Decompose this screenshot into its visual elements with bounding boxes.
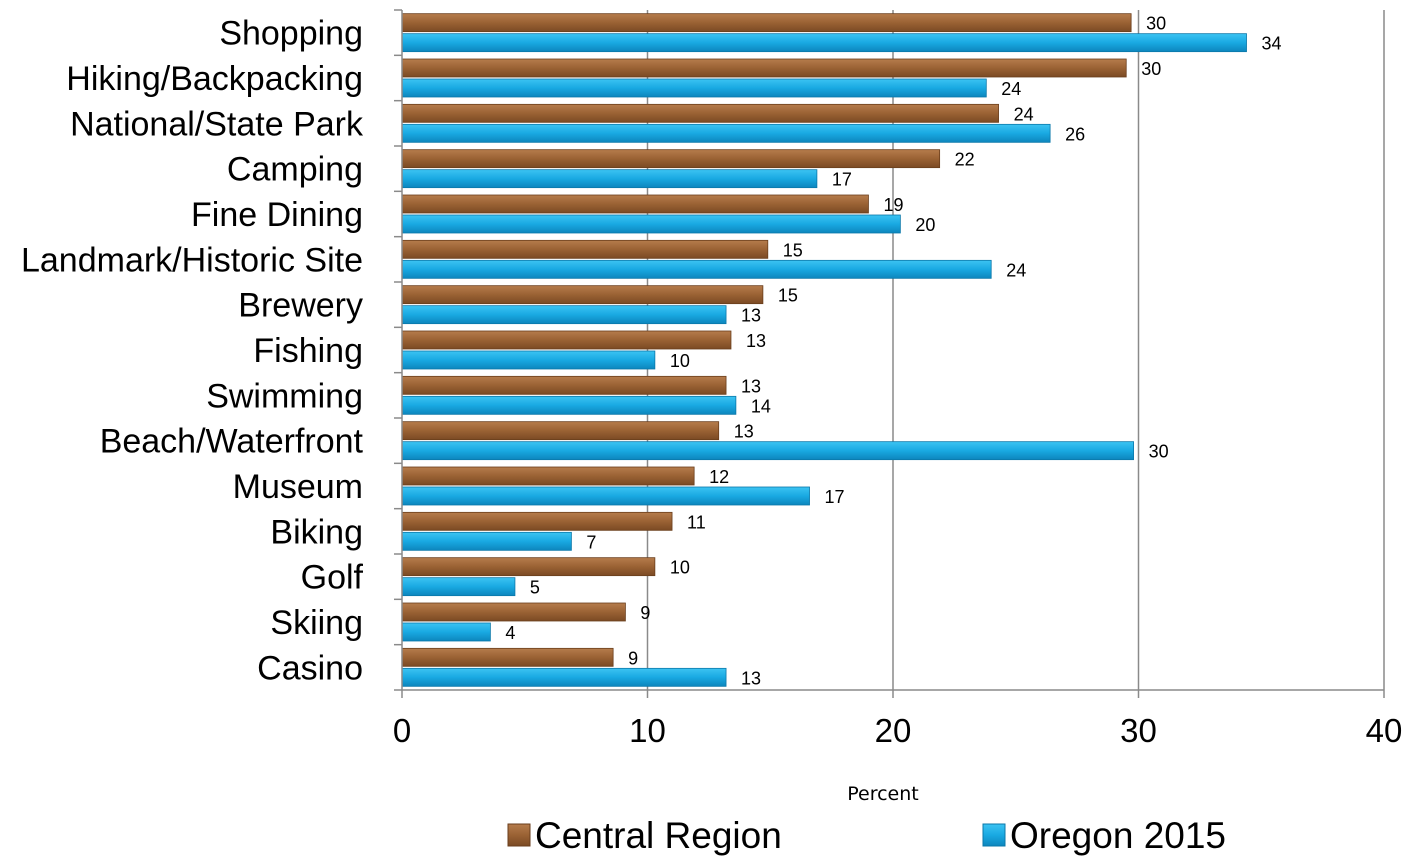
category-label: Fishing (253, 332, 363, 370)
bar-central-region (401, 13, 1132, 33)
category-label: Golf (301, 559, 364, 597)
category-label: Brewery (238, 287, 363, 325)
data-label: 30 (1149, 442, 1169, 462)
bar-central-region (401, 330, 732, 350)
x-tick-label: 0 (393, 712, 411, 749)
bar-oregon-2015 (401, 577, 516, 597)
data-label: 20 (915, 215, 935, 235)
bar-central-region (401, 375, 727, 395)
data-label: 13 (741, 668, 761, 688)
bar-central-region (401, 466, 695, 486)
x-tick-label: 10 (629, 712, 666, 749)
bar-oregon-2015 (401, 123, 1051, 143)
data-label: 13 (734, 422, 754, 442)
bar-central-region (401, 239, 769, 259)
data-label: 9 (640, 603, 650, 623)
data-label: 17 (825, 487, 845, 507)
category-label: Fine Dining (191, 196, 363, 234)
category-labels: Shopping Hiking/Backpacking National/State… (21, 15, 364, 688)
category-label: National/State Park (70, 105, 364, 143)
category-label: Museum (233, 468, 363, 506)
bar-central-region (401, 194, 869, 214)
x-axis-title: Percent (847, 783, 919, 805)
legend-label: Central Region (535, 815, 782, 856)
bar-oregon-2015 (401, 169, 818, 189)
legend: Central Region Oregon 2015 (507, 815, 1226, 856)
data-label: 13 (741, 376, 761, 396)
gridlines (646, 10, 1385, 690)
bar-oregon-2015 (401, 441, 1134, 461)
bar-oregon-2015 (401, 667, 727, 687)
bar-central-region (401, 285, 764, 305)
data-label: 24 (1001, 79, 1021, 99)
axes (394, 9, 1385, 698)
data-label: 12 (709, 467, 729, 487)
bar-oregon-2015 (401, 259, 992, 279)
x-tick-label: 20 (875, 712, 912, 749)
data-label: 7 (586, 532, 596, 552)
data-labels: 3034302424262217192015241513131013141330… (505, 14, 1281, 689)
bar-central-region (401, 103, 999, 123)
data-label: 34 (1262, 34, 1282, 54)
legend-swatch (507, 823, 531, 847)
legend-swatch (982, 823, 1006, 847)
data-label: 14 (751, 396, 771, 416)
bar-oregon-2015 (401, 395, 737, 415)
x-tick-label: 40 (1366, 712, 1403, 749)
bar-central-region (401, 421, 720, 441)
data-label: 13 (741, 306, 761, 326)
data-label: 22 (955, 150, 975, 170)
category-label: Biking (270, 513, 363, 551)
bars (401, 13, 1247, 687)
bar-central-region (401, 511, 673, 531)
bar-oregon-2015 (401, 78, 987, 98)
bar-oregon-2015 (401, 214, 901, 234)
category-label: Swimming (206, 377, 363, 415)
category-label: Landmark/Historic Site (21, 241, 363, 279)
category-label: Hiking/Backpacking (66, 60, 363, 98)
category-label: Skiing (270, 604, 363, 642)
data-label: 19 (883, 195, 903, 215)
bar-oregon-2015 (401, 305, 727, 325)
data-label: 17 (832, 170, 852, 190)
bar-central-region (401, 58, 1127, 78)
data-label: 26 (1065, 124, 1085, 144)
data-label: 24 (1014, 104, 1034, 124)
bar-central-region (401, 647, 614, 667)
data-label: 11 (687, 512, 706, 532)
data-label: 10 (670, 558, 690, 578)
data-label: 10 (670, 351, 690, 371)
x-tick-label: 30 (1120, 712, 1157, 749)
bar-oregon-2015 (401, 531, 572, 551)
bar-central-region (401, 557, 656, 577)
category-label: Casino (257, 649, 363, 687)
bar-central-region (401, 602, 626, 622)
bar-central-region (401, 149, 941, 169)
data-label: 5 (530, 578, 540, 598)
data-label: 4 (505, 623, 515, 643)
data-label: 9 (628, 648, 638, 668)
data-label: 30 (1146, 14, 1166, 34)
data-label: 15 (778, 286, 798, 306)
data-label: 30 (1141, 59, 1161, 79)
bar-oregon-2015 (401, 33, 1247, 53)
x-tick-labels: 0 10 20 30 40 (393, 712, 1403, 749)
data-label: 13 (746, 331, 766, 351)
category-label: Shopping (219, 15, 363, 53)
data-label: 15 (783, 240, 803, 260)
data-label: 24 (1006, 260, 1026, 280)
category-label: Camping (227, 151, 363, 189)
bar-oregon-2015 (401, 486, 810, 506)
legend-label: Oregon 2015 (1010, 815, 1226, 856)
bar-oregon-2015 (401, 350, 656, 370)
bar-oregon-2015 (401, 622, 491, 642)
category-label: Beach/Waterfront (100, 423, 364, 461)
